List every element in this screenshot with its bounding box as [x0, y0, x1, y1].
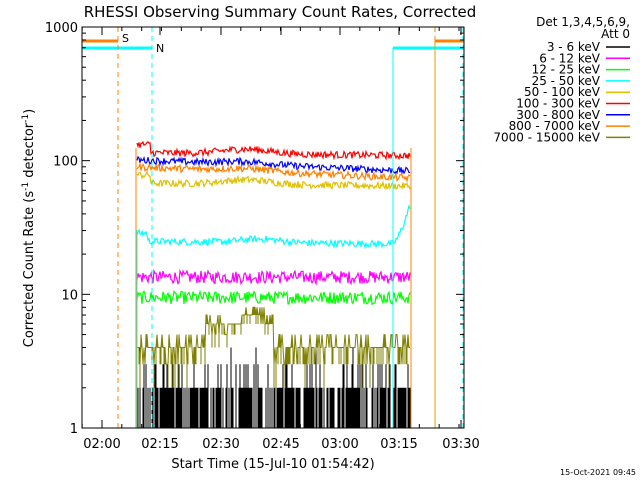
x-tick-label: 02:30 [202, 437, 239, 452]
chart-title: RHESSI Observing Summary Count Rates, Co… [84, 3, 477, 21]
series-line [136, 268, 411, 286]
y-label-part3: ) [22, 109, 37, 114]
series-6 [136, 155, 411, 175]
series-1 [136, 268, 411, 286]
series-line [136, 203, 411, 250]
footer-date: 15-Oct-2021 09:45 [560, 468, 636, 477]
legend-entry-label: 7000 - 15000 keV [493, 130, 600, 144]
x-tick-label: 02:15 [141, 437, 178, 452]
series-layer [136, 140, 411, 428]
series-line [136, 289, 411, 305]
series-line [136, 155, 411, 175]
legend-entry-label: 100 - 300 keV [516, 97, 600, 111]
plot-frame [81, 26, 465, 429]
series-line [136, 140, 411, 161]
series-line [136, 306, 410, 388]
series-3 [136, 203, 411, 250]
series-line [137, 347, 411, 428]
legend-entry-label: 300 - 800 keV [516, 108, 600, 122]
marker-layer: SN [82, 27, 464, 428]
x-axis-label: Start Time (15-Jul-10 01:54:42) [171, 457, 374, 472]
legend-entry-label: 50 - 100 keV [524, 85, 601, 99]
series-line [136, 170, 411, 191]
legend-entry-label: 25 - 50 keV [532, 74, 601, 88]
series-line [136, 161, 411, 184]
x-tick-label: 03:00 [321, 437, 358, 452]
y-label-sup2: -1 [21, 114, 31, 123]
y-tick-label: 1000 [45, 21, 78, 36]
x-tick-label: 02:00 [83, 437, 120, 452]
x-tick-label: 03:30 [442, 437, 479, 452]
legend-entry-label: 3 - 6 keV [547, 40, 601, 54]
x-tick-label: 02:45 [262, 437, 299, 452]
y-tick-label: 1 [70, 422, 78, 437]
y-axis-label: Corrected Count Rate (s-1 detector-1) [21, 109, 37, 347]
y-label-part2: detector [22, 122, 37, 182]
series-4 [136, 170, 411, 191]
series-2 [136, 289, 411, 305]
x-tick-label: 03:15 [380, 437, 417, 452]
series-0 [137, 347, 411, 428]
series-7 [136, 161, 411, 184]
y-label-part1: Corrected Count Rate (s [22, 191, 37, 348]
legend-header-line1: Det 1,3,4,5,6,9, [536, 15, 630, 29]
y-label-sup1: -1 [21, 182, 31, 191]
series-5 [136, 140, 411, 161]
legend-entry-label: 6 - 12 keV [539, 51, 601, 65]
y-tick-label: 100 [53, 155, 78, 170]
legend-entry-label: 12 - 25 keV [532, 63, 601, 77]
marker-label-n: N [156, 42, 164, 55]
legend-entry-label: 800 - 7000 keV [509, 119, 601, 133]
marker-label-s: S [122, 32, 129, 45]
legend-header-line2: Att 0 [601, 27, 630, 41]
series-8 [136, 306, 410, 388]
axis-layer: 1 10 100 1000 02:00 02:15 02:30 02:45 03:00 03:15… [45, 21, 480, 452]
y-tick-label: 10 [61, 288, 78, 303]
